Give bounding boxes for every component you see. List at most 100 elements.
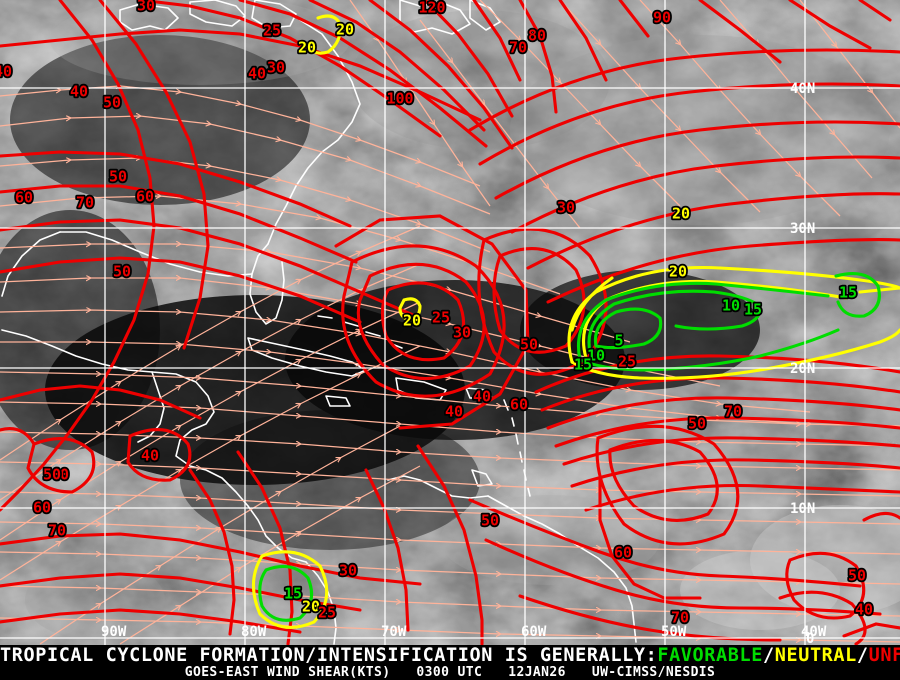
- contour-label: 60: [136, 188, 154, 206]
- contour-label-halo: 30: [267, 59, 285, 77]
- satellite-map-panel: 2020202025253030303040404040505040401001…: [0, 0, 900, 645]
- contour-label: 60: [614, 544, 632, 562]
- contour-label-halo: 60: [510, 396, 528, 414]
- contour-label: 15: [839, 284, 857, 302]
- source-label: GOES-EAST WIND SHEAR(KTS): [184, 665, 391, 680]
- contour-label-halo: 60: [136, 188, 154, 206]
- contour-label-halo: 40: [445, 403, 463, 421]
- contour-label: 20: [672, 205, 690, 223]
- time-label: 0300 UTC: [416, 665, 483, 680]
- contour-label: 70: [76, 194, 94, 212]
- contour-label-halo: 40: [248, 65, 266, 83]
- contour-value-labels: 2020202025253030303040404040505040401001…: [0, 0, 875, 628]
- longitude-label: 40W: [801, 624, 827, 640]
- contour-label-halo: 40: [0, 63, 12, 81]
- contour-label: 40: [0, 63, 12, 81]
- contour-label-halo: 50: [520, 336, 538, 354]
- subtitle-line: GOES-EAST WIND SHEAR(KTS) 0300 UTC 12JAN26…: [0, 666, 900, 680]
- shear-contours-neutral: [251, 14, 900, 629]
- contour-label: 25: [432, 309, 450, 327]
- contour-label: 30: [453, 324, 471, 342]
- contour-label: 25: [263, 22, 281, 40]
- contour-label: 25: [318, 604, 336, 622]
- agency-label: UW-CIMSS/NESDIS: [591, 665, 716, 680]
- contour-label-halo: 25: [263, 22, 281, 40]
- contour-label-halo: 20: [336, 21, 354, 39]
- wind-streamlines: [0, 0, 900, 645]
- contour-label: 60: [510, 396, 528, 414]
- latitude-label: 40N: [790, 81, 815, 97]
- contour-label: 90: [653, 9, 671, 27]
- title-prefix: TROPICAL CYCLONE FORMATION/INTENSIFICATI…: [0, 645, 658, 666]
- contour-label: 50: [481, 512, 499, 530]
- contour-label-halo: 70: [671, 609, 689, 627]
- latitude-labels: 40N 30N 20N 10N 0: [790, 81, 815, 645]
- contour-label: 15: [574, 356, 592, 374]
- contour-label: 20: [669, 263, 687, 281]
- contour-label-halo: 70: [48, 522, 66, 540]
- date-label: 12JAN26: [508, 665, 566, 680]
- contour-label-halo: 50: [848, 567, 866, 585]
- contour-label-halo: 20: [403, 312, 421, 330]
- contour-label-halo: 15: [839, 284, 857, 302]
- contour-label-halo: 70: [724, 403, 742, 421]
- contour-label: 40: [141, 447, 159, 465]
- contour-label: 15: [744, 301, 762, 319]
- contour-label-halo: 120: [418, 0, 445, 17]
- contour-label: 60: [15, 189, 33, 207]
- longitude-labels: 90W 80W 70W 60W 50W 40W: [101, 624, 827, 640]
- contour-label: 70: [724, 403, 742, 421]
- contour-label: 40: [51, 466, 69, 484]
- contour-label: 50: [43, 466, 61, 484]
- contour-label-halo: 15: [284, 585, 302, 603]
- contour-label: 30: [557, 199, 575, 217]
- contour-label-halo: 50: [113, 263, 131, 281]
- contour-label: 40: [248, 65, 266, 83]
- contour-label-halo: 20: [669, 263, 687, 281]
- contour-label: 20: [336, 21, 354, 39]
- contour-label-halo: 30: [339, 562, 357, 580]
- contour-label-halo: 50: [481, 512, 499, 530]
- contour-label-halo: 25: [318, 604, 336, 622]
- contour-label: 50: [109, 168, 127, 186]
- contour-label: 60: [33, 499, 51, 517]
- legend-neutral: NEUTRAL: [774, 645, 857, 666]
- longitude-label: 80W: [241, 624, 267, 640]
- contour-label-halo: 30: [137, 0, 155, 15]
- longitude-label: 90W: [101, 624, 127, 640]
- contour-label-halo: 60: [15, 189, 33, 207]
- contour-label-halo: 15: [574, 356, 592, 374]
- latitude-label: 10N: [790, 501, 815, 517]
- contour-label-halo: 40: [141, 447, 159, 465]
- contour-label-halo: 60: [33, 499, 51, 517]
- contour-label: 30: [137, 0, 155, 15]
- contour-label-halo: 15: [744, 301, 762, 319]
- legend-separator-2: /: [856, 645, 869, 666]
- contour-label-halo: 90: [653, 9, 671, 27]
- longitude-label: 50W: [661, 624, 687, 640]
- contour-label-halo: 70: [76, 194, 94, 212]
- contour-label: 20: [298, 39, 316, 57]
- legend-unfavorable: UNFAVORABLE: [868, 645, 900, 666]
- contour-label-halo: 10: [722, 297, 740, 315]
- contour-label-halo: 100: [386, 90, 413, 108]
- contour-label-halo: 50: [109, 168, 127, 186]
- contour-label: 40: [473, 388, 491, 406]
- contour-label-halo: 40: [473, 388, 491, 406]
- contour-label-halo: 40: [70, 83, 88, 101]
- contour-label: 10: [587, 347, 605, 365]
- caption-bar: TROPICAL CYCLONE FORMATION/INTENSIFICATI…: [0, 645, 900, 680]
- contour-label: 80: [528, 27, 546, 45]
- contour-label: 50: [103, 94, 121, 112]
- contour-label: 50: [520, 336, 538, 354]
- map-canvas: 2020202025253030303040404040505040401001…: [0, 0, 900, 645]
- latitude-label: 0: [806, 631, 814, 645]
- contour-label-halo: 25: [432, 309, 450, 327]
- contour-label: 30: [339, 562, 357, 580]
- contour-label: 25: [618, 353, 636, 371]
- contour-label-halo: 10: [587, 347, 605, 365]
- contour-label-halo: 40: [51, 466, 69, 484]
- contour-label-halo: 5: [614, 332, 623, 350]
- contour-label: 70: [509, 39, 527, 57]
- contour-label: 70: [48, 522, 66, 540]
